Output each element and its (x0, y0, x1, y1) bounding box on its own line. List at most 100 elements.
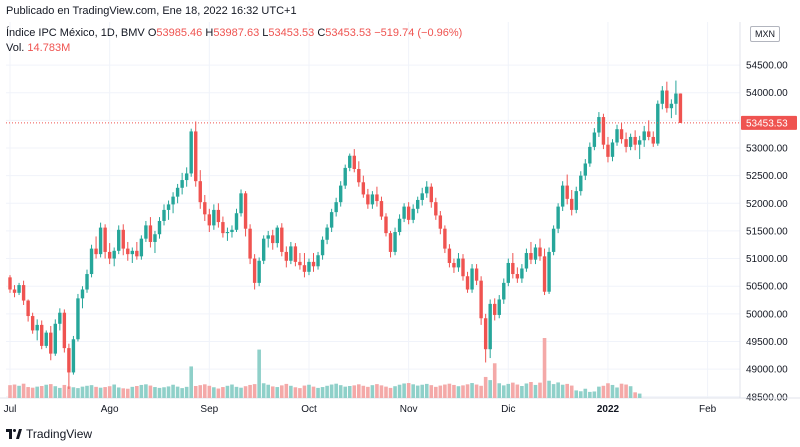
candle-body[interactable] (40, 324, 44, 346)
candle-body[interactable] (502, 282, 506, 300)
candle-body[interactable] (171, 196, 175, 205)
candle-body[interactable] (207, 214, 212, 226)
candle-body[interactable] (524, 253, 529, 269)
candle-body[interactable] (49, 332, 53, 354)
candle-body[interactable] (425, 186, 429, 194)
candle-body[interactable] (474, 268, 479, 281)
candle-body[interactable] (624, 139, 628, 147)
candle-body[interactable] (157, 220, 162, 235)
candle-body[interactable] (488, 303, 492, 350)
candle-body[interactable] (506, 262, 510, 283)
candle-body[interactable] (529, 253, 533, 260)
candle-body[interactable] (139, 238, 144, 257)
candle-body[interactable] (565, 185, 569, 199)
candle-body[interactable] (8, 277, 12, 290)
candle-body[interactable] (465, 276, 470, 290)
candle-body[interactable] (588, 146, 592, 164)
candle-body[interactable] (384, 216, 388, 234)
candle-body[interactable] (348, 155, 352, 168)
candle-body[interactable] (497, 299, 501, 315)
candle-body[interactable] (307, 261, 311, 272)
candle-body[interactable] (434, 202, 438, 216)
candle-body[interactable] (579, 175, 583, 192)
candle-body[interactable] (574, 191, 578, 210)
candle-body[interactable] (189, 131, 193, 174)
candle-body[interactable] (352, 155, 356, 170)
candle-body[interactable] (184, 173, 189, 181)
candle-body[interactable] (601, 117, 606, 145)
candle-body[interactable] (493, 303, 497, 315)
candle-body[interactable] (678, 93, 683, 123)
candle-body[interactable] (669, 103, 674, 109)
candle-body[interactable] (293, 246, 298, 262)
candle-body[interactable] (234, 213, 239, 230)
candle-body[interactable] (76, 298, 80, 340)
candle-body[interactable] (121, 229, 125, 249)
candle-body[interactable] (62, 312, 67, 349)
candle-body[interactable] (17, 285, 21, 293)
candle-body[interactable] (411, 208, 415, 220)
candle-body[interactable] (148, 225, 153, 242)
candle-body[interactable] (379, 201, 384, 217)
candle-body[interactable] (361, 182, 366, 195)
candle-body[interactable] (461, 258, 465, 277)
candle-body[interactable] (343, 167, 347, 186)
candle-body[interactable] (316, 255, 320, 267)
candle-body[interactable] (325, 227, 329, 240)
candle-body[interactable] (656, 103, 660, 144)
candle-body[interactable] (126, 248, 130, 255)
candle-body[interactable] (447, 248, 452, 263)
candle-body[interactable] (329, 212, 334, 228)
candle-body[interactable] (628, 136, 633, 147)
candle-body[interactable] (633, 136, 637, 145)
candle-body[interactable] (144, 225, 148, 239)
candle-body[interactable] (271, 235, 275, 244)
candle-body[interactable] (637, 140, 642, 145)
candle-body[interactable] (35, 324, 39, 331)
candle-body[interactable] (261, 238, 266, 261)
candle-body[interactable] (402, 206, 406, 219)
candle-body[interactable] (58, 312, 62, 324)
candle-body[interactable] (175, 187, 180, 197)
candle-body[interactable] (651, 136, 655, 144)
candle-body[interactable] (53, 323, 57, 354)
candle-body[interactable] (80, 289, 85, 299)
candle-body[interactable] (180, 180, 184, 188)
candle-body[interactable] (85, 274, 89, 290)
candle-body[interactable] (252, 258, 257, 283)
candle-body[interactable] (647, 131, 651, 137)
candle-body[interactable] (298, 261, 302, 266)
candle-body[interactable] (230, 229, 234, 233)
candle-body[interactable] (166, 204, 171, 210)
candle-body[interactable] (357, 169, 361, 183)
candle-body[interactable] (216, 209, 221, 223)
candle-body[interactable] (338, 185, 343, 203)
candle-body[interactable] (615, 129, 619, 143)
candle-body[interactable] (212, 209, 216, 226)
candle-body[interactable] (370, 194, 375, 205)
candle-body[interactable] (239, 193, 243, 214)
candle-body[interactable] (660, 90, 665, 104)
candle-body[interactable] (556, 206, 560, 229)
candle-body[interactable] (71, 339, 76, 373)
candle-body[interactable] (257, 260, 261, 283)
candle-body[interactable] (619, 129, 624, 140)
candle-body[interactable] (194, 131, 198, 182)
candle-body[interactable] (606, 144, 610, 157)
candle-body[interactable] (266, 235, 270, 239)
candle-body[interactable] (674, 93, 678, 104)
candle-body[interactable] (103, 227, 107, 252)
candle-body[interactable] (26, 300, 30, 317)
candle-body[interactable] (107, 251, 112, 259)
candle-body[interactable] (334, 202, 338, 213)
candle-body[interactable] (275, 227, 279, 244)
candle-body[interactable] (21, 285, 26, 301)
candle-body[interactable] (248, 228, 252, 259)
candle-body[interactable] (94, 248, 98, 255)
candle-body[interactable] (135, 250, 139, 257)
candle-body[interactable] (420, 193, 424, 200)
candle-body[interactable] (479, 280, 483, 319)
candle-body[interactable] (538, 247, 542, 257)
candle-body[interactable] (153, 234, 157, 242)
candle-body[interactable] (443, 228, 447, 249)
